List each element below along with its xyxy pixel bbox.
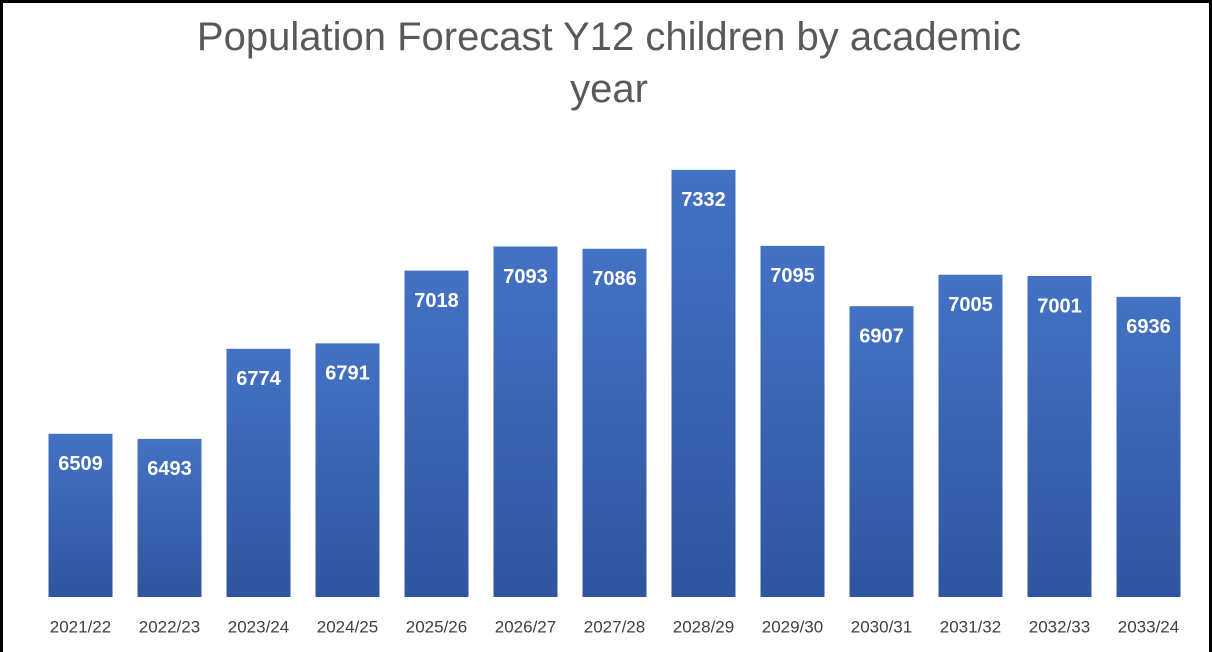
x-tick-label: 2025/26	[406, 617, 467, 636]
x-tick-label: 2031/32	[940, 617, 1001, 636]
x-tick-label: 2033/24	[1118, 617, 1179, 636]
x-tick-label: 2026/27	[495, 617, 556, 636]
bar	[671, 169, 736, 597]
bar	[137, 438, 202, 597]
x-tick-label: 2032/33	[1029, 617, 1090, 636]
chart-title: Population Forecast Y12 children by acad…	[196, 15, 1022, 111]
x-tick-label: 2022/23	[139, 617, 200, 636]
bar	[404, 270, 469, 597]
data-label: 6774	[236, 368, 281, 390]
data-label: 7018	[414, 290, 459, 312]
data-label: 7093	[503, 266, 548, 288]
x-tick-label: 2028/29	[673, 617, 734, 636]
data-label: 6907	[859, 325, 904, 347]
chart: 2021/22 6509 2022/23 6493 2023/24 6774 2024/25…	[48, 169, 1181, 636]
data-label: 6493	[147, 458, 192, 480]
bar	[760, 245, 825, 597]
data-label: 7095	[770, 265, 815, 287]
data-label: 6936	[1126, 316, 1171, 338]
data-label: 7332	[681, 189, 726, 211]
bar	[1027, 276, 1092, 597]
data-label: 6509	[58, 453, 103, 475]
x-tick-label: 2030/31	[851, 617, 912, 636]
bar	[938, 274, 1003, 597]
x-tick-label: 2023/24	[228, 617, 289, 636]
bar	[493, 246, 558, 597]
data-label: 7001	[1037, 295, 1082, 317]
data-label: 7086	[592, 268, 637, 290]
bar	[48, 433, 113, 597]
bar	[849, 306, 914, 597]
bar	[1116, 296, 1181, 597]
x-tick-label: 2024/25	[317, 617, 378, 636]
data-label: 7005	[948, 294, 993, 316]
bar	[226, 348, 291, 597]
x-tick-label: 2027/28	[584, 617, 645, 636]
bar	[582, 248, 647, 598]
data-label: 6791	[325, 363, 370, 385]
x-tick-label: 2021/22	[50, 617, 111, 636]
x-tick-label: 2029/30	[762, 617, 823, 636]
bar	[315, 343, 380, 597]
